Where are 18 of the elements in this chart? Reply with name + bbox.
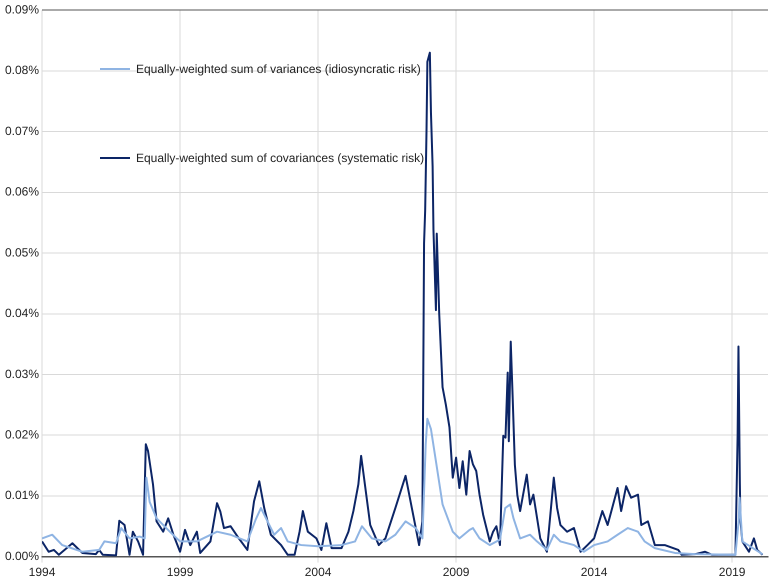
x-tick-label: 2019 — [718, 565, 746, 580]
y-tick-label: 0.05% — [4, 245, 40, 260]
y-tick-label: 0.04% — [4, 306, 40, 320]
x-tick-label: 2004 — [304, 565, 332, 580]
y-tick-label: 0.03% — [4, 366, 40, 381]
x-tick-label: 2009 — [442, 565, 470, 580]
legend-label: Equally-weighted sum of variances (idiosyncratic risk) — [136, 62, 421, 76]
legend-label: Equally-weighted sum of covariances (systematic risk) — [136, 151, 424, 165]
y-tick-label: 0.00% — [4, 548, 40, 563]
y-tick-label: 0.07% — [4, 124, 40, 138]
x-tick-label: 2014 — [580, 565, 608, 580]
x-tick-label: 1994 — [28, 565, 56, 580]
y-tick-label: 0.06% — [4, 184, 40, 199]
y-tick-label: 0.01% — [4, 488, 40, 502]
y-tick-label: 0.08% — [4, 63, 40, 78]
y-tick-label: 0.09% — [4, 2, 40, 17]
x-tick-label: 1999 — [166, 565, 194, 580]
y-tick-label: 0.02% — [4, 427, 40, 442]
